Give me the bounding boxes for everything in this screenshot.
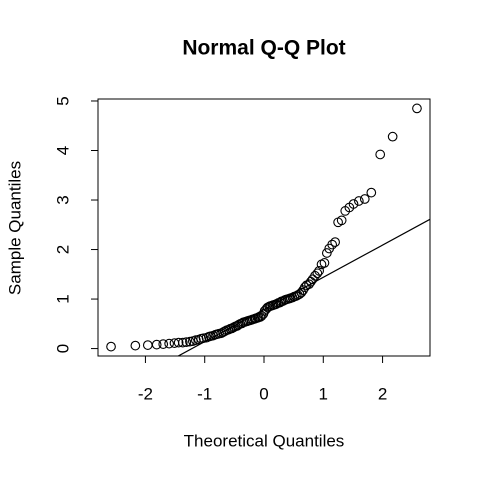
x-axis-label: Theoretical Quantiles [184, 431, 345, 450]
point [151, 339, 162, 350]
x-tick-label: -1 [197, 384, 212, 403]
point [366, 187, 377, 198]
point [314, 265, 324, 276]
point [130, 340, 141, 351]
y-tick-label: 1 [53, 294, 72, 303]
point [296, 287, 307, 298]
point [330, 237, 340, 247]
point [232, 320, 243, 331]
point [412, 103, 422, 114]
x-tick-label: -2 [138, 384, 153, 403]
point [387, 131, 398, 142]
point [321, 248, 332, 258]
point [177, 337, 188, 348]
point [164, 338, 174, 349]
point [158, 339, 169, 349]
y-tick-label: 2 [53, 245, 72, 254]
point [348, 199, 359, 209]
point [336, 215, 347, 226]
point [327, 239, 338, 250]
point [173, 337, 184, 348]
chart-title: Normal Q-Q Plot [182, 37, 345, 60]
point [298, 285, 308, 295]
x-tick-label: 0 [259, 384, 268, 403]
x-tick-label: 2 [378, 384, 387, 403]
y-axis-label: Sample Quantiles [5, 161, 24, 295]
y-tick-label: 3 [53, 195, 72, 204]
y-tick-label: 0 [53, 344, 72, 353]
point [319, 258, 330, 268]
point [181, 337, 192, 347]
point [304, 279, 314, 290]
point [375, 149, 386, 160]
point [359, 194, 370, 204]
y-tick-label: 5 [53, 96, 72, 105]
point [256, 311, 267, 321]
point [354, 196, 364, 206]
y-tick-label: 4 [53, 146, 72, 155]
x-tick-label: 1 [319, 384, 328, 403]
point [106, 341, 116, 352]
point [312, 268, 323, 279]
